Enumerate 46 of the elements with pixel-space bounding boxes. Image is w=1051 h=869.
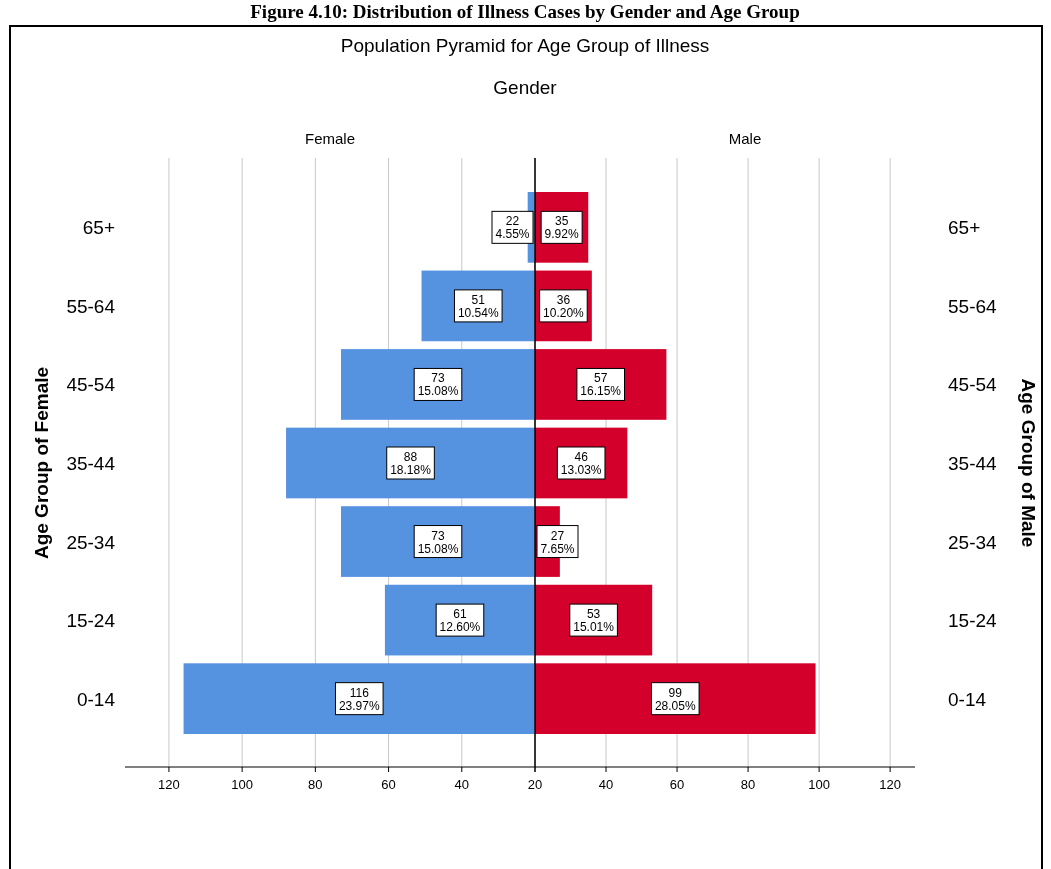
data-label: 73 15.08%	[417, 528, 459, 556]
x-tick-label: 80	[740, 777, 756, 792]
y-tick-label: 45-54	[948, 374, 998, 396]
data-label: 22 4.55%	[495, 214, 530, 242]
x-tick-label: 100	[808, 777, 830, 792]
x-tick-label: 20	[527, 777, 543, 792]
x-tick-label: 120	[879, 777, 901, 792]
y-tick-label: 55-64	[948, 295, 998, 317]
y-tick-label: 0-14	[76, 688, 116, 710]
data-label: 51 10.54%	[457, 292, 499, 320]
x-tick-label: 100	[231, 777, 253, 792]
data-label: 88 18.18%	[390, 450, 432, 477]
caption: Figure 4.10: Distribution of Illness Cases by Gender and Age Group	[250, 1, 800, 22]
chart-title: Female	[304, 130, 356, 147]
x-tick-label: 120	[158, 777, 180, 792]
y-tick-label: 25-34	[948, 531, 998, 553]
y-tick-label: 55-64	[66, 295, 116, 317]
text: Gender	[493, 77, 558, 98]
data-label: 36 10.20%	[543, 292, 585, 320]
data-label: 57 16.15%	[580, 371, 622, 399]
data-label: 116 23.97%	[338, 685, 380, 713]
x-tick-label: 40	[454, 777, 470, 792]
y-axis-title: Age Group of Female	[31, 366, 52, 560]
x-tick-label: 80	[308, 777, 323, 792]
y-tick-label: 35-44	[948, 453, 998, 474]
chart-title: Male	[728, 130, 762, 147]
data-label: 73 15.08%	[417, 371, 459, 399]
data-label: 53 15.01%	[573, 607, 615, 635]
text: Population Pyramid for Age Group of Illness	[340, 35, 710, 56]
y-tick-label: 0-14	[948, 688, 987, 710]
x-tick-label: 40	[598, 777, 614, 792]
y-tick-label: 65+	[948, 217, 981, 239]
y-tick-label: 15-24	[948, 610, 998, 632]
y-tick-label: 65+	[82, 217, 115, 239]
data-label: 99 28.05%	[654, 685, 696, 713]
data-label: 46 13.03%	[560, 450, 602, 477]
x-tick-label: 60	[381, 777, 396, 792]
y-tick-label: 15-24	[66, 610, 116, 632]
y-tick-label: 25-34	[66, 531, 116, 553]
data-label: 27 7.65%	[540, 528, 575, 556]
y-axis-title: Age Group of Male	[1018, 378, 1039, 548]
data-label: 35 9.92%	[544, 214, 579, 242]
x-tick-label: 60	[669, 777, 685, 792]
y-tick-label: 45-54	[66, 374, 116, 396]
data-label: 61 12.60%	[439, 607, 481, 635]
y-tick-label: 35-44	[66, 453, 116, 474]
